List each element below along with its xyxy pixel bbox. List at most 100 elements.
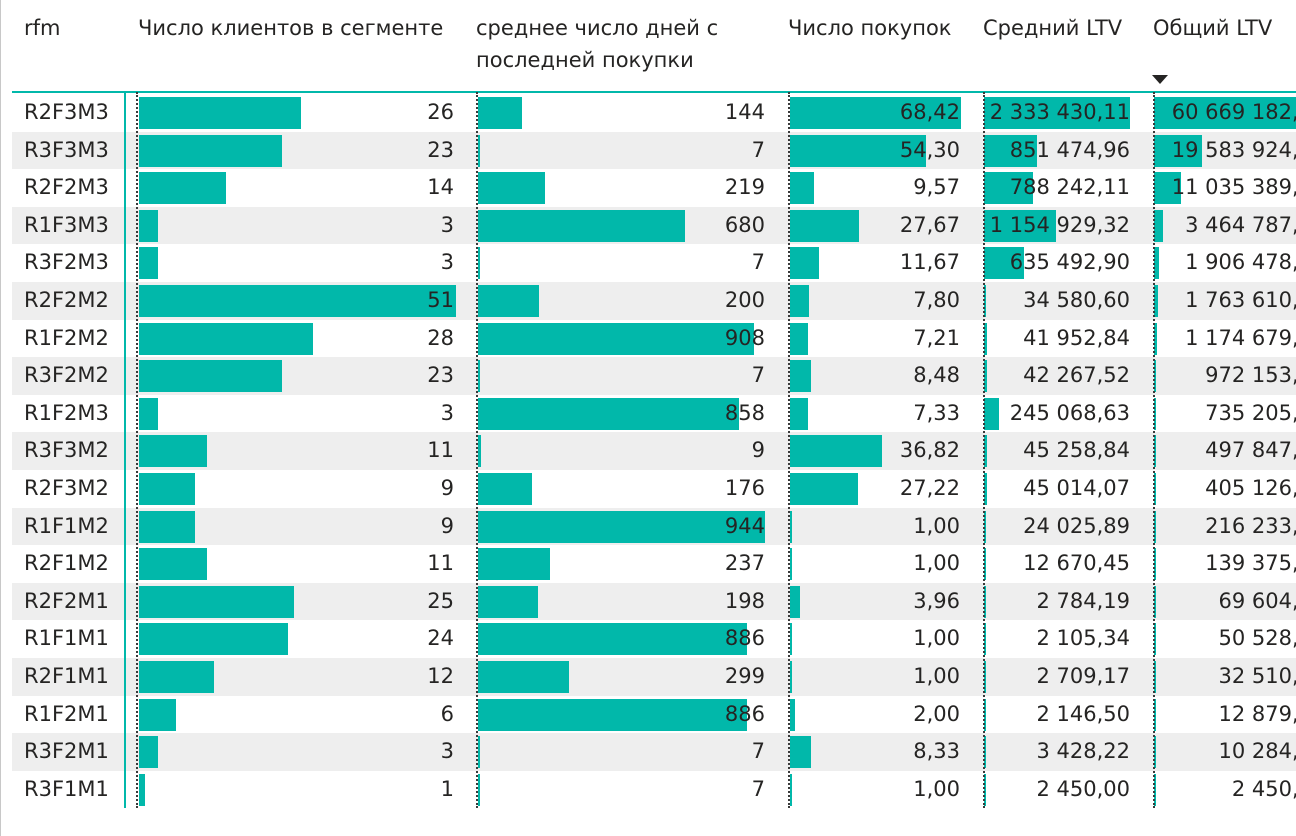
table-row[interactable]: R3F2M2 23 7 8,48 42 267,52 972 153,0 <box>12 357 1296 395</box>
table-row[interactable]: R1F2M3 3 858 7,33 245 068,63 735 205,9 <box>12 395 1296 433</box>
table-row[interactable]: R2F2M3 14 219 9,57 788 242,11 11 035 389,5 <box>12 169 1296 207</box>
table-row[interactable]: R2F1M1 12 299 1,00 2 709,17 32 510,0 <box>12 658 1296 696</box>
rfm-cell: R3F2M1 <box>24 739 109 764</box>
column-header-days-line1: среднее число дней с <box>476 16 719 40</box>
total-ltv-value: 19 583 924,1 <box>1171 137 1296 162</box>
sort-descending-icon[interactable] <box>1152 75 1168 84</box>
days-column-divider <box>476 92 478 808</box>
days-value: 908 <box>724 325 765 350</box>
clients-data-bar <box>139 510 195 543</box>
total-ltv-data-bar <box>1154 209 1163 242</box>
table-row[interactable]: R1F3M3 3 680 27,67 1 154 929,32 3 464 787,9 <box>12 206 1296 245</box>
avg-ltv-data-bar <box>984 623 986 656</box>
total-ltv-data-bar <box>1154 548 1156 581</box>
days-value: 219 <box>724 175 765 200</box>
purchases-value: 1,00 <box>913 551 960 576</box>
clients-data-bar <box>139 548 208 581</box>
days-data-bar <box>478 172 545 205</box>
purchases-data-bar <box>790 397 809 430</box>
purchases-value: 7,80 <box>913 288 960 312</box>
column-header-days[interactable]: среднее число дней с последней покупки <box>476 12 718 76</box>
column-header-clients[interactable]: Число клиентов в сегменте <box>138 16 444 40</box>
column-header-days-line2: последней покупки <box>476 48 694 72</box>
avg-ltv-data-bar <box>984 473 987 505</box>
total-ltv-data-bar <box>1154 134 1203 167</box>
days-data-bar <box>478 360 481 393</box>
column-header-rfm[interactable]: rfm <box>24 16 61 40</box>
days-value: 299 <box>724 664 765 688</box>
clients-data-bar <box>139 773 146 806</box>
table-row[interactable]: R2F2M1 25 198 3,96 2 784,19 69 604,8 <box>12 582 1296 621</box>
avg-ltv-value: 45 258,84 <box>1023 438 1130 463</box>
table-row[interactable]: R3F2M1 3 7 8,33 3 428,22 10 284,6 <box>12 733 1296 771</box>
purchases-value: 1,00 <box>913 776 960 801</box>
column-header-purchases[interactable]: Число покупок <box>788 16 952 40</box>
table-row[interactable]: R3F3M3 23 7 54,30 851 474,96 19 583 924,1 <box>12 131 1296 170</box>
avg-ltv-data-bar <box>984 209 1057 242</box>
clients-data-bar <box>139 585 295 618</box>
days-value: 7 <box>751 739 765 764</box>
purchases-data-bar <box>790 773 793 806</box>
total-ltv-data-bar <box>1154 623 1156 656</box>
clients-data-bar <box>139 661 214 693</box>
days-data-bar <box>478 623 748 656</box>
avg-ltv-value: 1 154 929,32 <box>989 212 1130 237</box>
table-row[interactable]: R3F3M2 11 9 36,82 45 258,84 497 847,2 <box>12 432 1296 470</box>
total-ltv-value: 2 450,0 <box>1231 776 1296 801</box>
column-header-total-ltv[interactable]: Общий LTV <box>1153 16 1273 40</box>
days-value: 680 <box>724 212 765 237</box>
table-row[interactable]: R2F3M2 9 176 27,22 45 014,07 405 126,6 <box>12 470 1296 508</box>
days-value: 237 <box>724 551 765 576</box>
days-value: 886 <box>724 701 765 726</box>
clients-data-bar <box>139 247 158 280</box>
total-ltv-data-bar <box>1154 510 1156 543</box>
rfm-cell: R3F2M3 <box>24 250 109 275</box>
total-ltv-value: 50 528,2 <box>1218 626 1296 651</box>
clients-data-bar <box>139 97 301 129</box>
purchases-value: 7,33 <box>913 400 960 425</box>
days-data-bar <box>478 322 755 355</box>
avg-ltv-value: 2 784,19 <box>1036 588 1130 613</box>
table-row[interactable]: R1F1M2 9 944 1,00 24 025,89 216 233,0 <box>12 507 1296 546</box>
table-row[interactable]: R2F3M3 26 144 68,42 2 333 430,11 60 669 182,9 <box>12 94 1296 132</box>
rfm-cell: R1F2M1 <box>24 701 109 726</box>
avg-ltv-value: 2 709,17 <box>1036 664 1130 688</box>
avg-ltv-value: 851 474,96 <box>1009 137 1130 162</box>
clients-data-bar <box>139 623 289 656</box>
avg-ltv-data-bar <box>984 661 986 693</box>
avg-ltv-column-divider <box>983 92 985 808</box>
purchases-data-bar <box>790 623 793 656</box>
table-row[interactable]: R2F2M2 51 200 7,80 34 580,60 1 763 610,4 <box>12 282 1296 320</box>
clients-value: 51 <box>427 288 454 312</box>
days-data-bar <box>478 285 539 317</box>
total-ltv-data-bar <box>1154 435 1156 468</box>
purchases-value: 1,00 <box>913 626 960 651</box>
rfm-cell: R3F2M2 <box>24 363 109 388</box>
clients-value: 23 <box>427 137 454 162</box>
purchases-value: 7,21 <box>913 325 960 350</box>
purchases-value: 1,00 <box>913 664 960 688</box>
table-row[interactable]: R1F2M1 6 886 2,00 2 146,50 12 879,0 <box>12 696 1296 734</box>
avg-ltv-value: 788 242,11 <box>1009 175 1130 200</box>
avg-ltv-value: 245 068,63 <box>1009 400 1130 425</box>
avg-ltv-data-bar <box>984 736 986 769</box>
avg-ltv-value: 2 450,00 <box>1036 776 1130 801</box>
avg-ltv-value: 41 952,84 <box>1023 325 1130 350</box>
table-row[interactable]: R1F2M2 28 908 7,21 41 952,84 1 174 679,4 <box>12 320 1296 358</box>
table-row[interactable]: R1F1M1 24 886 1,00 2 105,34 50 528,2 <box>12 620 1296 658</box>
purchases-data-bar <box>790 661 793 693</box>
header-underline <box>12 91 1296 93</box>
total-ltv-value: 12 879,0 <box>1218 701 1296 726</box>
days-data-bar <box>478 473 532 505</box>
avg-ltv-value: 45 014,07 <box>1023 476 1130 500</box>
table-row[interactable]: R2F1M2 11 237 1,00 12 670,45 139 375,0 <box>12 545 1296 583</box>
purchases-data-bar <box>790 736 811 769</box>
avg-ltv-data-bar <box>984 435 987 468</box>
purchases-data-bar <box>790 360 812 393</box>
column-header-avg-ltv[interactable]: Средний LTV <box>983 16 1123 40</box>
purchases-value: 27,67 <box>899 212 960 237</box>
clients-data-bar <box>139 285 456 317</box>
table-row[interactable]: R3F1M1 1 7 1,00 2 450,00 2 450,0 <box>12 771 1296 809</box>
days-data-bar <box>478 585 539 618</box>
table-row[interactable]: R3F2M3 3 7 11,67 635 492,90 1 906 478,7 <box>12 244 1296 282</box>
